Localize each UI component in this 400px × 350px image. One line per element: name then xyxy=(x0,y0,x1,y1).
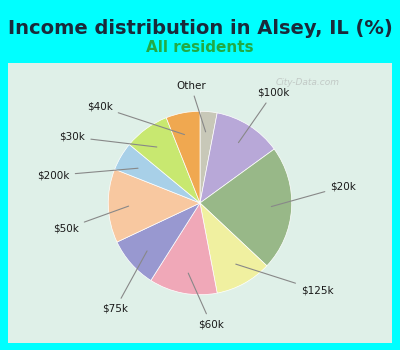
Wedge shape xyxy=(200,111,217,203)
Wedge shape xyxy=(151,203,217,295)
Text: $125k: $125k xyxy=(236,264,334,295)
Text: $40k: $40k xyxy=(87,102,184,134)
Text: $20k: $20k xyxy=(271,182,356,206)
Text: $100k: $100k xyxy=(238,88,289,143)
Text: All residents: All residents xyxy=(146,40,254,55)
Text: Income distribution in Alsey, IL (%): Income distribution in Alsey, IL (%) xyxy=(8,19,392,38)
Text: $60k: $60k xyxy=(188,273,224,329)
Wedge shape xyxy=(115,145,200,203)
Wedge shape xyxy=(200,203,267,293)
Text: $30k: $30k xyxy=(60,132,157,147)
Wedge shape xyxy=(200,113,274,203)
Wedge shape xyxy=(117,203,200,280)
Wedge shape xyxy=(200,149,292,266)
Wedge shape xyxy=(166,111,200,203)
Wedge shape xyxy=(129,118,200,203)
Text: $75k: $75k xyxy=(102,251,147,314)
Text: $200k: $200k xyxy=(37,168,138,181)
Text: $50k: $50k xyxy=(53,206,129,234)
Text: City-Data.com: City-Data.com xyxy=(276,78,340,87)
Text: Other: Other xyxy=(176,80,206,132)
Wedge shape xyxy=(108,169,200,242)
